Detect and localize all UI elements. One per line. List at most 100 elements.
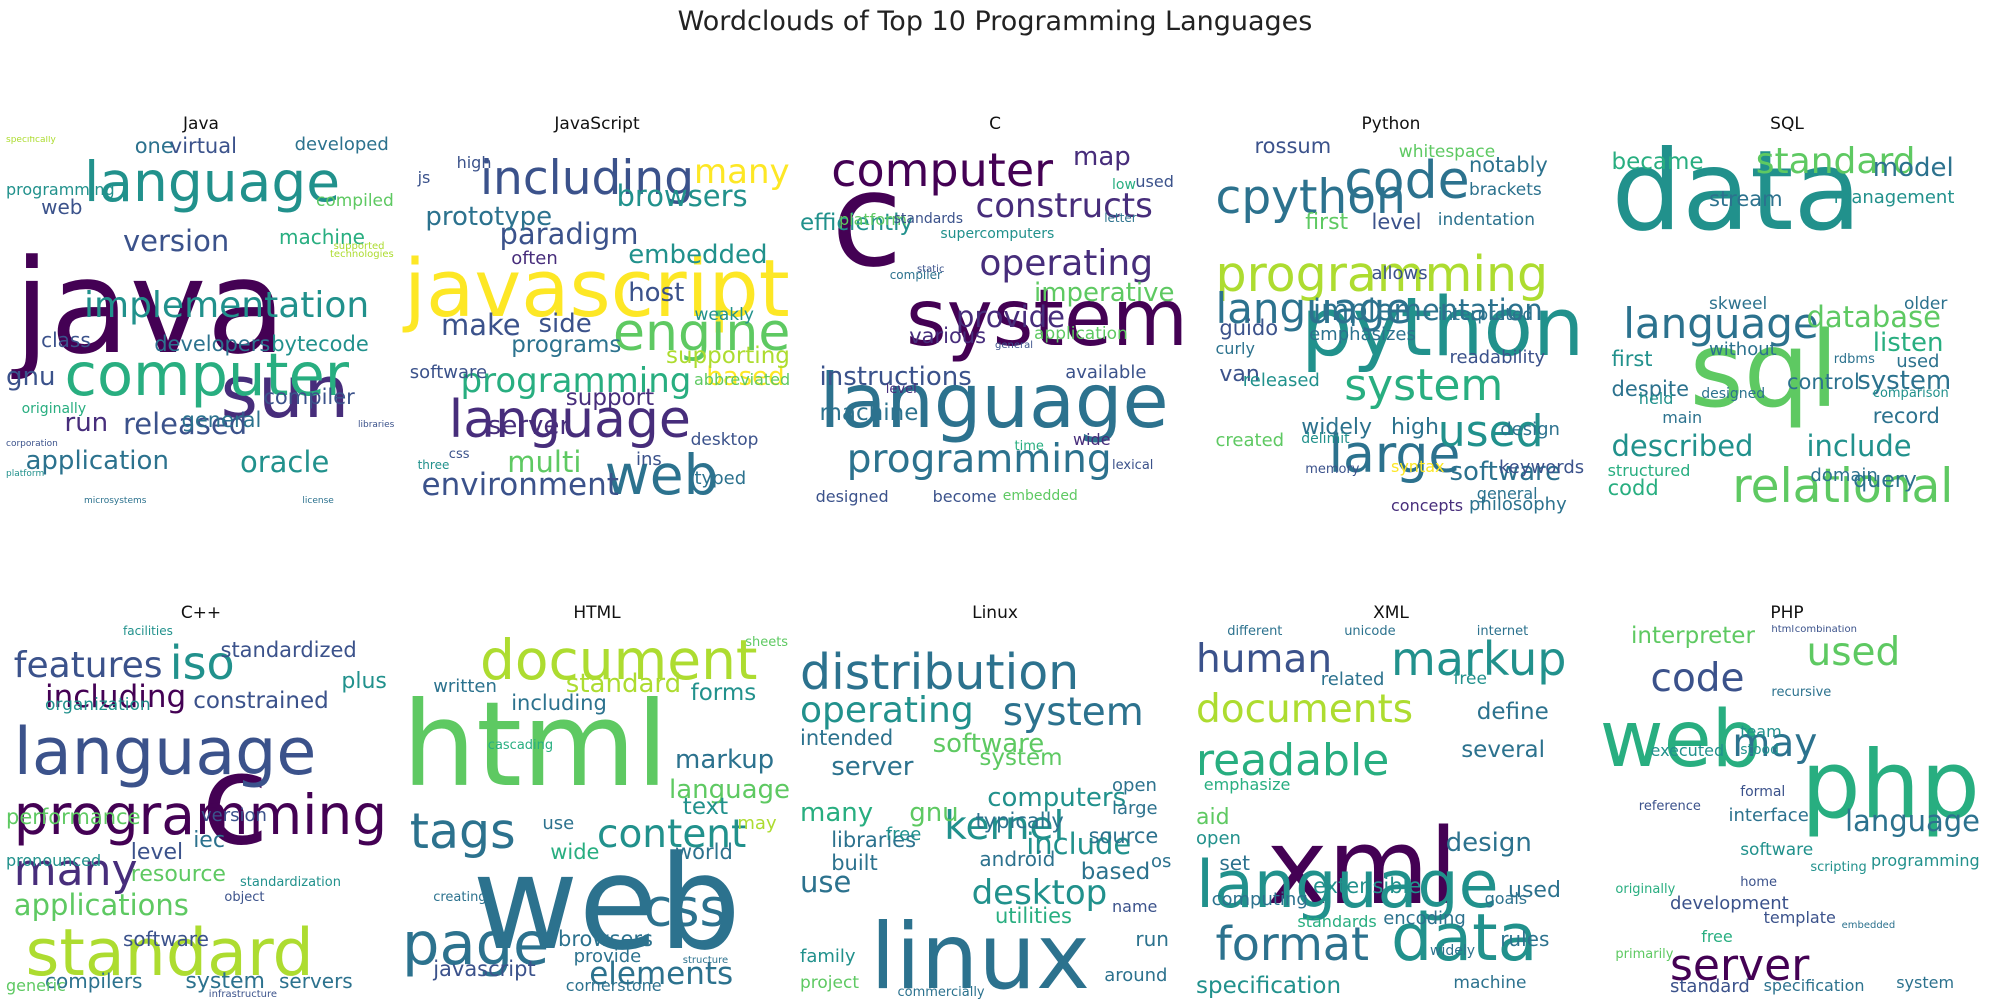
cloud-word: resource — [130, 862, 226, 888]
cloud-word: implementation — [84, 285, 370, 326]
cloud-word: elements — [589, 956, 734, 993]
cloud-word: developers — [154, 331, 271, 356]
cloud-word: readable — [1196, 735, 1390, 786]
cloud-word: use — [800, 865, 852, 900]
cloud-word: programming — [460, 361, 692, 401]
cloud-word: high — [1391, 415, 1439, 441]
cloud-word: wide — [1073, 430, 1111, 450]
cloud-word: whitespace — [1398, 141, 1496, 162]
cloud-word: abbreviated — [694, 369, 791, 389]
cloud-word: many — [800, 797, 874, 828]
panel-title: HTML — [573, 603, 621, 623]
cloud-word: forms — [690, 680, 757, 706]
cloud-word: page — [402, 908, 550, 978]
cloud-word: philosophy — [1469, 494, 1567, 515]
cloud-word: emphasize — [1203, 775, 1291, 794]
cloud-word: c — [831, 144, 903, 296]
cloud-word: distribution — [800, 643, 1080, 701]
cloud-word: emphasizes — [1309, 324, 1416, 345]
cloud-word: allows — [1371, 263, 1428, 285]
cloud-word: system — [906, 274, 1188, 365]
cloud-word: structure — [682, 954, 729, 966]
wordcloud-panel-sql: SQL data sql relational language standard data… — [1592, 114, 1982, 516]
cloud-word: three — [417, 458, 450, 472]
cloud-word: gnu — [909, 797, 959, 828]
cloud-word: class — [41, 327, 91, 352]
cloud-word: typically — [975, 809, 1064, 834]
panel-title: SQL — [1770, 114, 1804, 134]
cloud-word: design — [1445, 828, 1532, 859]
cloud-word: text — [682, 794, 729, 820]
cloud-word: encoding — [1383, 908, 1466, 929]
cloud-word: recursive — [1771, 684, 1832, 700]
wordcloud: php web server code used may language interpret… — [1592, 625, 1982, 1005]
cloud-word: standard — [25, 916, 314, 992]
cloud-word: aid — [1196, 805, 1230, 831]
cloud-word: markup — [675, 744, 775, 775]
cloud-word: facilities — [123, 625, 173, 638]
cloud-word: application — [25, 445, 169, 476]
cloud-word: python — [1301, 281, 1585, 375]
cloud-word: language — [84, 150, 341, 214]
cloud-word: used — [1806, 629, 1901, 675]
cloud-word: concepts — [1391, 496, 1464, 515]
cloud-word: including — [511, 691, 607, 716]
cloud-word: listen — [1872, 327, 1944, 358]
cloud-word: include — [1806, 429, 1912, 464]
cloud-word: computer — [831, 143, 1054, 198]
cloud-word: language — [448, 390, 691, 451]
cloud-word: compiled — [316, 191, 394, 211]
cloud-word: model — [1872, 153, 1954, 183]
cloud-word: platform — [6, 469, 45, 480]
cloud-word: cornerstone — [565, 976, 662, 996]
panel-title: PHP — [1770, 603, 1804, 623]
cloud-word: css — [448, 446, 470, 462]
cloud-word: typed — [694, 468, 747, 490]
cloud-word: including — [480, 151, 695, 206]
cloud-word: codd — [1607, 476, 1659, 500]
cloud-word: language — [1215, 284, 1412, 333]
cloud-word: include — [1026, 827, 1132, 862]
cloud-word: applications — [13, 888, 189, 922]
cloud-word: delimit — [1301, 431, 1350, 448]
cloud-word: language — [1196, 848, 1499, 923]
cloud-word: server — [487, 411, 571, 442]
cloud-word: organization — [45, 695, 151, 716]
cloud-word: originally — [21, 401, 87, 417]
cloud-word: available — [1065, 362, 1147, 383]
cloud-word: released — [1242, 369, 1320, 391]
cloud-word: web — [472, 826, 742, 979]
cloud-word: often — [511, 248, 558, 269]
panel-title: JavaScript — [554, 114, 640, 134]
cloud-word: around — [1104, 965, 1168, 986]
cloud-word: html — [1771, 625, 1795, 635]
cloud-word: instructions — [819, 362, 972, 392]
cloud-word: constrained — [193, 687, 329, 714]
cloud-word: standardization — [240, 874, 341, 890]
cloud-word: programs — [511, 331, 622, 358]
cloud-word: generic — [6, 976, 66, 996]
cloud-word: designed — [815, 487, 889, 507]
wordcloud: java sun computer language implementation app… — [6, 136, 396, 516]
cloud-word: became — [1611, 149, 1704, 176]
cloud-word: different — [1227, 625, 1283, 639]
cloud-word: relational — [1732, 458, 1954, 514]
cloud-word: team — [1740, 721, 1782, 741]
cloud-word: skweel — [1709, 293, 1768, 314]
cloud-word: interface — [1728, 805, 1809, 827]
cloud-word: general — [1476, 483, 1538, 503]
cloud-word: virtual — [169, 136, 237, 158]
cloud-word: server — [1670, 940, 1810, 992]
cloud-word: set — [1219, 851, 1250, 875]
cloud-word: sun — [220, 350, 350, 435]
cloud-word: embedded — [628, 240, 768, 271]
cloud-word: features — [13, 644, 163, 686]
cloud-word: used — [1896, 350, 1940, 372]
cloud-word: programming — [846, 437, 1112, 482]
cloud-word: become — [932, 487, 997, 507]
cloud-word: standards — [1297, 911, 1377, 931]
cloud-word: database — [1806, 300, 1941, 335]
wordcloud-panel-python: Python python programming code cpython langua… — [1196, 114, 1586, 516]
wordcloud-panel-c-: C++ c standard language programming many iso fe… — [6, 603, 396, 1005]
cloud-word: including — [45, 679, 187, 715]
